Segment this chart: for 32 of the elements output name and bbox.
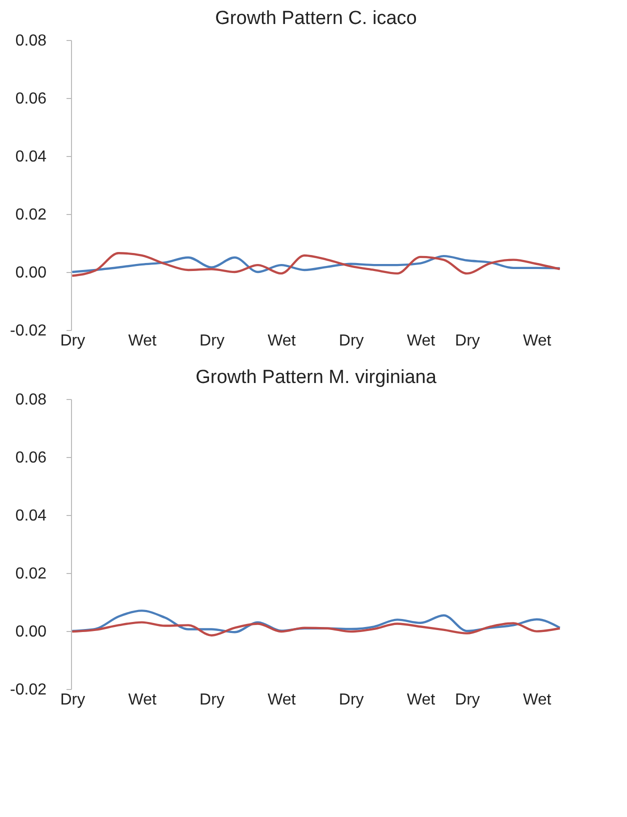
y-tick-label: 0.08: [15, 392, 47, 408]
x-tick-label: Wet: [268, 692, 296, 708]
y-tick-label: 0.00: [15, 264, 47, 282]
y-tick-label: 0.06: [15, 90, 47, 108]
x-tick-label: Wet: [523, 332, 552, 350]
x-tick-label: Dry: [455, 692, 480, 708]
y-tick-label: 0.04: [15, 508, 47, 524]
y-tick-label: 0.02: [15, 566, 47, 582]
y-tick-label: 0.04: [15, 148, 47, 166]
x-tick-label: Dry: [338, 692, 364, 708]
x-tick-label: Dry: [60, 692, 86, 708]
chart-title: Growth Pattern M. virginiana: [196, 367, 437, 388]
chart-title: Growth Pattern C. icaco: [215, 8, 417, 29]
x-tick-label: Dry: [200, 332, 224, 350]
x-tick-label: Dry: [60, 332, 86, 350]
y-tick-label: 0.00: [15, 624, 47, 640]
x-tick-label: Dry: [455, 332, 480, 350]
x-tick-label: Wet: [128, 692, 157, 708]
line-series: [71, 610, 561, 634]
y-tick-label: 0.02: [15, 206, 47, 224]
y-tick-label: -0.02: [10, 682, 47, 698]
y-tick-label: 0.08: [15, 32, 47, 50]
x-tick-label: Dry: [200, 692, 224, 708]
line-series: [71, 621, 561, 636]
y-tick-label: 0.06: [15, 450, 47, 466]
x-tick-label: Wet: [128, 332, 157, 350]
x-tick-label: Wet: [406, 692, 436, 708]
x-tick-label: Wet: [268, 332, 296, 350]
x-tick-label: Dry: [338, 332, 364, 350]
x-tick-label: Wet: [406, 332, 436, 350]
x-tick-label: Wet: [523, 692, 552, 708]
y-tick-label: -0.02: [10, 322, 47, 340]
